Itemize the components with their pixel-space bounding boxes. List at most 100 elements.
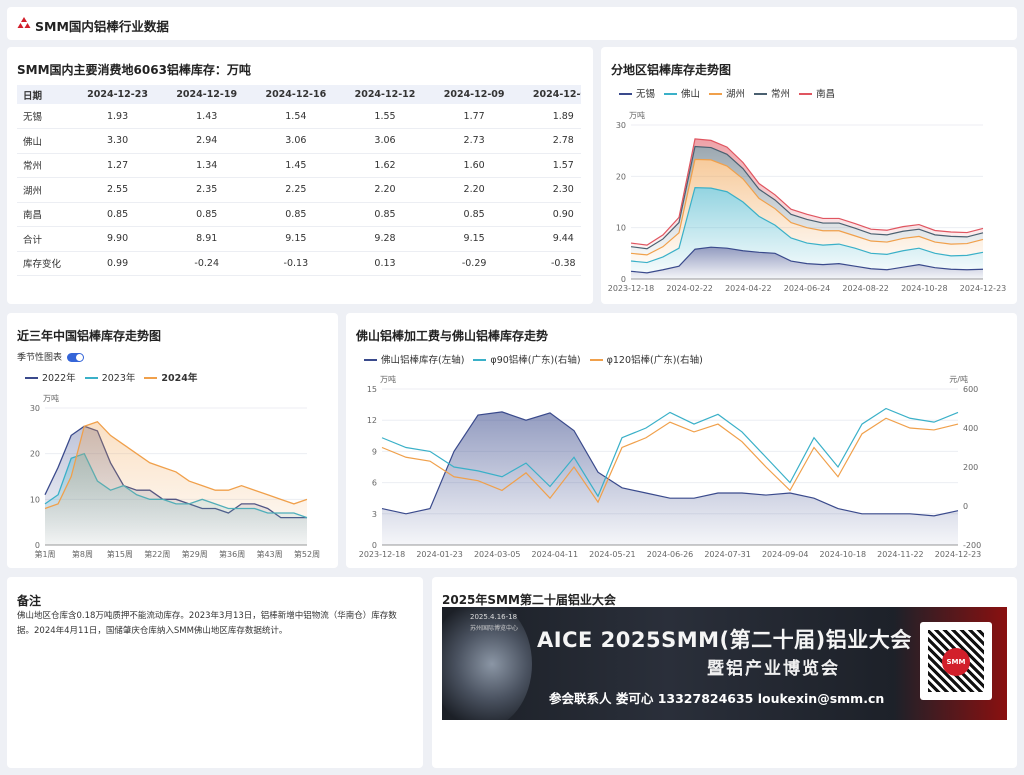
conference-banner[interactable]: 2025.4.16-18 苏州国际博览中心 AICE 2025SMM(第二十届)… [442, 607, 1007, 720]
legend-item[interactable]: 湖州 [709, 86, 745, 100]
legend-item[interactable]: 佛山 [664, 86, 700, 100]
header-cell: 2024-12-23 [73, 85, 163, 104]
legend-label: 佛山铝棒库存(左轴) [381, 355, 465, 366]
series-area [45, 421, 307, 545]
x-tick-label: 2024-10-28 [901, 284, 948, 293]
x-tick-label: 2024-12-23 [935, 550, 982, 559]
x-tick-label: 2024-07-31 [704, 550, 751, 559]
table-cell: -0.24 [162, 251, 252, 276]
x-tick-label: 第22周 [144, 549, 170, 559]
table-row: 南昌 0.85 0.85 0.85 0.85 0.85 0.90 [17, 202, 581, 227]
seasonal-toggle-switch[interactable] [66, 353, 84, 362]
series-line [630, 187, 984, 264]
table-cell: 0.85 [251, 202, 341, 227]
page-title: SMM国内铝棒行业数据 [35, 19, 169, 34]
table-row: 常州 1.27 1.34 1.45 1.62 1.60 1.57 [17, 153, 581, 178]
legend-swatch [589, 358, 603, 361]
legend-item[interactable]: 佛山铝棒库存(左轴) [364, 352, 464, 366]
table-cell: 2.25 [251, 177, 341, 203]
x-tick-label: 2024-11-22 [877, 550, 924, 559]
y-tick-label: 6 [372, 479, 377, 488]
header-cell: 2024-12-09 [429, 85, 519, 104]
legend-item[interactable]: 常州 [754, 86, 790, 100]
table-cell: 9.44 [518, 226, 581, 252]
inventory-table: 日期 2024-12-23 2024-12-19 2024-12-16 2024… [17, 85, 581, 276]
x-tick-label: 第43周 [256, 549, 282, 559]
three-year-chart-legend: 2022年 2023年 2024年 [25, 370, 206, 384]
processing-fee-dual-axis-chart: 0 3 6 9 12 15 2023-12-18 2024-01-23 2024-03-05 20… [359, 374, 982, 559]
y2-tick-label: 600 [963, 385, 978, 394]
table-cell: 1.62 [340, 153, 430, 178]
legend-item[interactable]: 2023年 [84, 370, 136, 384]
legend-swatch [619, 92, 632, 95]
table-row: 佛山 3.30 2.94 3.06 3.06 2.73 2.78 [17, 128, 581, 154]
legend-swatch [144, 376, 158, 379]
banner-card-title: 2025年SMM第二十届铝业大会 [442, 593, 616, 607]
x-tick-label: 第29周 [182, 549, 208, 559]
banner-subtitle: 暨铝产业博览会 [707, 659, 840, 679]
legend-item[interactable]: φ120铝棒(广东)(右轴) [589, 352, 703, 366]
x-tick-label: 第52周 [294, 549, 320, 559]
legend-label: 湖州 [726, 89, 746, 100]
seasonal-toggle-label: 季节性图表 [17, 353, 63, 363]
series-line [630, 138, 984, 246]
legend-item[interactable]: 2024年 [144, 370, 197, 384]
table-cell: 2.94 [162, 128, 252, 154]
regional-chart-card: 分地区铝棒库存走势图 无锡 佛山 湖州 常州 南昌 0 10 20 30 2023-12-18 2… [601, 47, 1017, 304]
x-tick-label: 2024-02-22 [666, 284, 713, 293]
header-cell: 日期 [17, 85, 73, 104]
header-card: SMM国内铝棒行业数据 [7, 7, 1017, 40]
x-tick-label: 2024-09-04 [762, 550, 809, 559]
x-tick-label: 2024-08-22 [842, 284, 889, 293]
processing-fee-chart-title: 佛山铝棒加工费与佛山铝棒库存走势 [356, 329, 549, 343]
legend-item[interactable]: 2022年 [25, 370, 76, 384]
y-tick-label: 10 [30, 495, 40, 504]
table-cell: 0.90 [518, 202, 581, 227]
table-cell: 2.20 [429, 177, 519, 203]
table-cell: 9.90 [73, 226, 163, 252]
table-cell: -0.13 [251, 251, 341, 276]
legend-swatch [754, 92, 768, 95]
y2-tick-label: 400 [963, 424, 978, 433]
y-tick-label: 20 [616, 172, 626, 181]
table-cell: 0.85 [73, 202, 163, 227]
x-tick-label: 第1周 [34, 549, 55, 559]
x-tick-label: 第15周 [107, 549, 133, 559]
table-cell: 无锡 [17, 104, 73, 129]
legend-item[interactable]: 无锡 [619, 86, 655, 100]
table-cell: 0.85 [162, 202, 252, 227]
y-tick-label: 0 [372, 541, 377, 550]
x-tick-label: 2024-12-23 [960, 284, 1007, 293]
seasonal-toggle-row: 季节性图表 [17, 350, 84, 363]
x-tick-label: 2024-10-18 [820, 550, 867, 559]
inventory-table-card: SMM国内主要消费地6063铝棒库存：万吨 日期 2024-12-23 2024… [7, 47, 593, 304]
conference-banner-card: 2025年SMM第二十届铝业大会 2025.4.16-18 苏州国际博览中心 A… [432, 577, 1017, 768]
legend-label: 2022年 [42, 373, 76, 384]
table-cell: 1.77 [429, 104, 519, 129]
legend-item[interactable]: φ90铝棒(广东)(右轴) [473, 352, 581, 366]
x-tick-label: 2024-05-21 [589, 550, 636, 559]
table-cell: 常州 [17, 153, 73, 178]
legend-item[interactable]: 南昌 [799, 86, 835, 100]
y-tick-label: 10 [616, 224, 626, 233]
series-line [381, 407, 959, 498]
table-cell: 2.55 [73, 177, 163, 203]
series-area [631, 159, 983, 263]
qr-logo: SMM [942, 648, 970, 676]
y-tick-label: 0 [35, 541, 40, 550]
table-cell: 1.43 [162, 104, 252, 129]
series-line [381, 411, 959, 517]
series-area [382, 411, 958, 545]
table-header-row: 日期 2024-12-23 2024-12-19 2024-12-16 2024… [17, 85, 581, 104]
table-row: 无锡 1.93 1.43 1.54 1.55 1.77 1.89 [17, 104, 581, 129]
table-cell: 2.30 [518, 177, 581, 203]
legend-label: 2023年 [101, 373, 136, 384]
regional-chart-title: 分地区铝棒库存走势图 [611, 63, 732, 77]
table-scroll-area[interactable]: 日期 2024-12-23 2024-12-19 2024-12-16 2024… [17, 85, 581, 315]
series-line [630, 145, 984, 250]
banner-date: 2025.4.16-18 [470, 613, 518, 621]
series-area [631, 247, 983, 279]
series-line [44, 420, 308, 510]
y-tick-label: 30 [616, 121, 626, 130]
y-axis-label: 万吨 [43, 393, 59, 403]
